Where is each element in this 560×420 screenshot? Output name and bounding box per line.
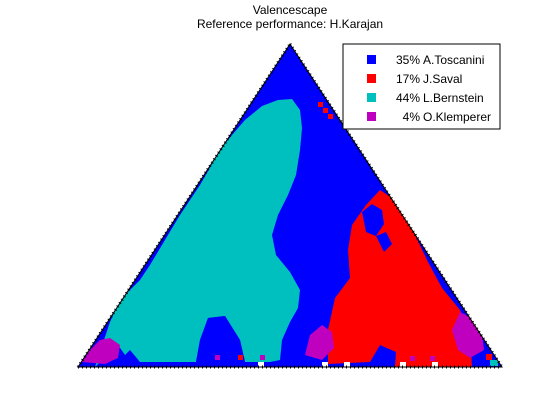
speck-saval-5 [486,354,492,360]
triangle-right-ticks [288,43,504,368]
legend-name-0: A.Toscanini [423,53,484,67]
speck-saval-2 [323,108,328,113]
chart-subtitle: Reference performance: H.Karajan [197,17,383,31]
region-klemperer-right [452,312,484,358]
speck-saval-3 [328,114,333,119]
region-bernstein [95,99,302,367]
region-klemperer-center [305,325,334,360]
speck-klemperer-2 [260,355,265,360]
legend-name-3: O.Klemperer [423,110,491,124]
triangle-left-ticks [76,43,292,368]
region-saval [328,190,472,367]
gap-2 [322,362,328,367]
gap-3 [344,362,350,367]
speck-klemperer-1 [215,355,220,360]
legend-swatch-2 [367,93,376,102]
legend-name-1: J.Saval [423,72,462,86]
legend-percent-1: 17% [396,72,420,86]
legend-name-2: L.Bernstein [423,91,484,105]
region-toscanini-hole-a [362,204,384,236]
gap-1 [258,362,264,367]
legend-swatch-1 [367,74,376,83]
gap-4 [400,362,406,367]
legend-percent-3: 4% [403,110,421,124]
legend-percent-0: 35% [396,53,420,67]
speck-klemperer-4 [430,356,435,361]
legend-swatch-3 [367,112,376,121]
legend-percent-2: 44% [396,91,420,105]
speck-klemperer-3 [410,356,415,361]
chart-title: Valencescape [253,3,328,17]
speck-saval-1 [318,102,323,107]
legend-swatch-0 [367,55,376,64]
region-klemperer-left [82,338,120,364]
gap-5 [432,362,438,367]
speck-saval-4 [238,355,243,360]
region-toscanini-hole-b [376,232,392,252]
region-toscanini-inlet [196,316,245,362]
speck-bernstein-1 [490,360,498,366]
